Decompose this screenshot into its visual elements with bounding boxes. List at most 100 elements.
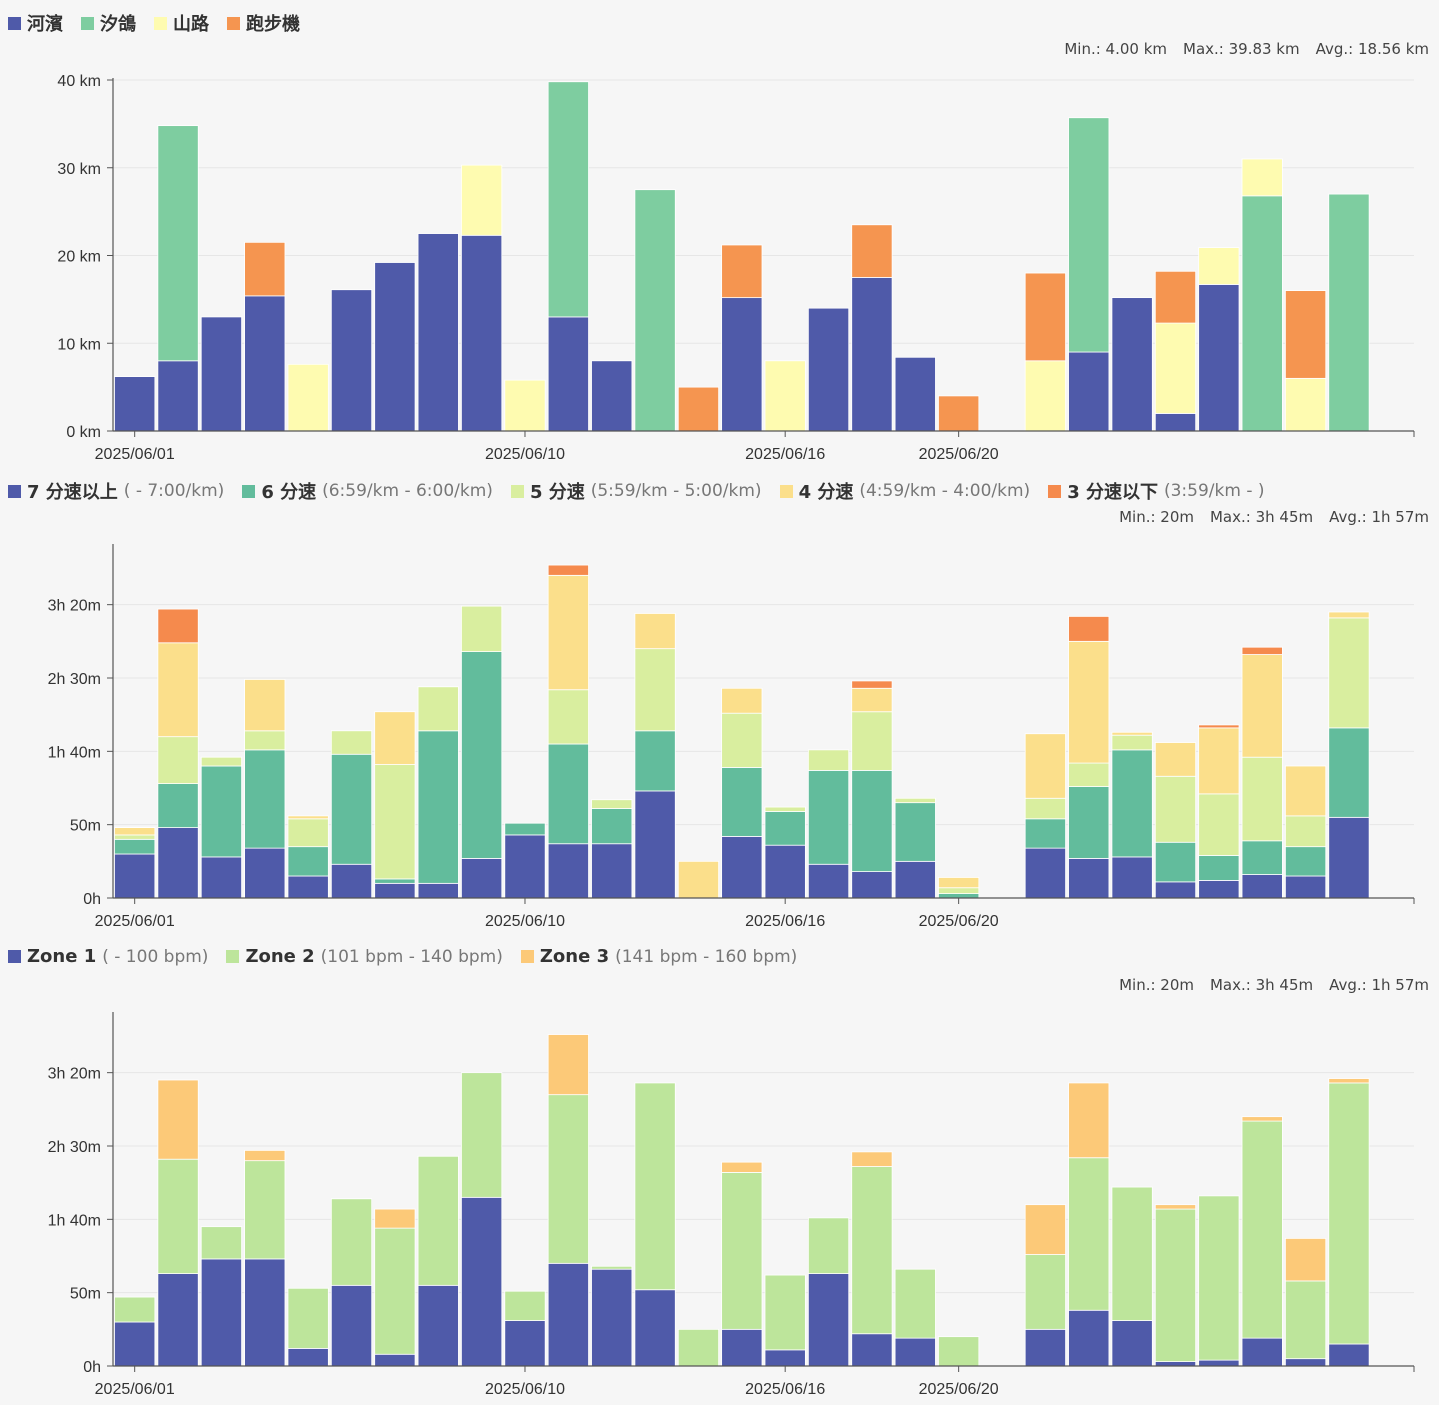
bar-segment[interactable]	[1328, 1343, 1370, 1367]
bar-segment[interactable]	[938, 877, 980, 889]
bar-segment[interactable]	[1024, 272, 1066, 362]
bar-segment[interactable]	[634, 730, 676, 792]
bar-segment[interactable]	[1111, 749, 1153, 858]
bar-segment[interactable]	[764, 1274, 806, 1351]
bar-segment[interactable]	[1024, 818, 1066, 849]
bar-segment[interactable]	[1198, 724, 1240, 729]
bar-segment[interactable]	[374, 1227, 416, 1355]
bar-segment[interactable]	[721, 712, 763, 768]
legend-item[interactable]: Zone 3 (141 bpm - 160 bpm)	[520, 946, 797, 967]
bar-segment[interactable]	[287, 363, 329, 432]
bar-segment[interactable]	[851, 680, 893, 689]
bar-segment[interactable]	[157, 642, 199, 738]
bar-segment[interactable]	[547, 316, 589, 432]
bar-segment[interactable]	[591, 360, 633, 432]
bar-segment[interactable]	[1024, 733, 1066, 799]
bar-segment[interactable]	[244, 295, 286, 432]
bar-segment[interactable]	[807, 307, 850, 432]
bar-segment[interactable]	[374, 262, 416, 432]
bar-segment[interactable]	[417, 1155, 459, 1286]
legend-item[interactable]: 6 分速 (6:59/km - 6:00/km)	[242, 478, 493, 504]
bar-segment[interactable]	[504, 834, 546, 899]
bar-segment[interactable]	[807, 1217, 850, 1275]
bar-segment[interactable]	[461, 858, 503, 899]
bar-segment[interactable]	[721, 1161, 763, 1173]
bar-segment[interactable]	[244, 749, 286, 849]
bar-segment[interactable]	[591, 1265, 633, 1270]
bar-segment[interactable]	[634, 613, 676, 650]
bar-segment[interactable]	[1111, 731, 1153, 736]
bar-segment[interactable]	[330, 730, 373, 755]
bar-segment[interactable]	[417, 1284, 459, 1367]
bar-segment[interactable]	[417, 730, 459, 884]
bar-segment[interactable]	[244, 847, 286, 899]
bar-segment[interactable]	[1068, 616, 1110, 642]
bar-segment[interactable]	[504, 1320, 546, 1367]
bar-segment[interactable]	[200, 1258, 243, 1367]
legend-item[interactable]: 5 分速 (5:59/km - 5:00/km)	[510, 478, 762, 504]
bar-segment[interactable]	[1024, 360, 1066, 432]
bar-segment[interactable]	[1024, 1254, 1066, 1330]
bar-segment[interactable]	[547, 743, 589, 845]
bar-segment[interactable]	[1154, 1361, 1197, 1367]
legend-item[interactable]: 河濱	[8, 10, 63, 36]
bar-segment[interactable]	[764, 360, 806, 432]
bar-segment[interactable]	[200, 756, 243, 767]
legend-item[interactable]: Zone 2 (101 bpm - 140 bpm)	[226, 946, 503, 967]
bar-segment[interactable]	[200, 765, 243, 858]
bar-segment[interactable]	[287, 1348, 329, 1367]
legend-item[interactable]: 跑步機	[227, 10, 300, 36]
bar-segment[interactable]	[1198, 793, 1240, 856]
bar-segment[interactable]	[157, 125, 199, 362]
bar-segment[interactable]	[1154, 775, 1197, 843]
bar-segment[interactable]	[1024, 1204, 1066, 1255]
bar-segment[interactable]	[330, 753, 373, 865]
bar-segment[interactable]	[1285, 1358, 1327, 1367]
bar-segment[interactable]	[894, 802, 936, 862]
bar-segment[interactable]	[114, 827, 156, 836]
bar-segment[interactable]	[157, 608, 199, 644]
bar-segment[interactable]	[200, 1226, 243, 1260]
bar-segment[interactable]	[721, 836, 763, 899]
bar-segment[interactable]	[1198, 1195, 1240, 1361]
bar-segment[interactable]	[157, 783, 199, 828]
bar-segment[interactable]	[938, 1336, 980, 1367]
bar-segment[interactable]	[461, 234, 503, 432]
bar-segment[interactable]	[1241, 1120, 1283, 1339]
bar-segment[interactable]	[1328, 617, 1370, 729]
bar-segment[interactable]	[1111, 1186, 1153, 1321]
bar-segment[interactable]	[1241, 158, 1283, 197]
bar-segment[interactable]	[1154, 742, 1197, 777]
bar-segment[interactable]	[677, 860, 720, 899]
bar-segment[interactable]	[851, 711, 893, 771]
bar-segment[interactable]	[634, 1082, 676, 1291]
bar-segment[interactable]	[1241, 654, 1283, 758]
bar-segment[interactable]	[1198, 1359, 1240, 1367]
bar-segment[interactable]	[1285, 846, 1327, 877]
bar-segment[interactable]	[461, 605, 503, 653]
bar-segment[interactable]	[1328, 193, 1370, 432]
bar-segment[interactable]	[807, 863, 850, 899]
bar-segment[interactable]	[417, 686, 459, 732]
bar-segment[interactable]	[461, 1072, 503, 1198]
bar-segment[interactable]	[1024, 847, 1066, 899]
bar-segment[interactable]	[157, 1273, 199, 1367]
bar-segment[interactable]	[1024, 1328, 1066, 1367]
bar-segment[interactable]	[721, 1328, 763, 1367]
bar-segment[interactable]	[461, 164, 503, 236]
bar-segment[interactable]	[894, 860, 936, 899]
bar-segment[interactable]	[807, 749, 850, 771]
bar-segment[interactable]	[200, 316, 243, 432]
legend-item[interactable]: Zone 1( - 100 bpm)	[8, 946, 208, 967]
bar-segment[interactable]	[1154, 1204, 1197, 1210]
bar-segment[interactable]	[764, 1349, 806, 1367]
bar-segment[interactable]	[1328, 816, 1370, 899]
bar-segment[interactable]	[1328, 1078, 1370, 1084]
bar-segment[interactable]	[1285, 1280, 1327, 1360]
bar-segment[interactable]	[894, 797, 936, 804]
bar-segment[interactable]	[547, 1034, 589, 1096]
bar-segment[interactable]	[244, 1258, 286, 1367]
bar-segment[interactable]	[1068, 1082, 1110, 1159]
bar-segment[interactable]	[1154, 841, 1197, 883]
bar-segment[interactable]	[504, 379, 546, 432]
